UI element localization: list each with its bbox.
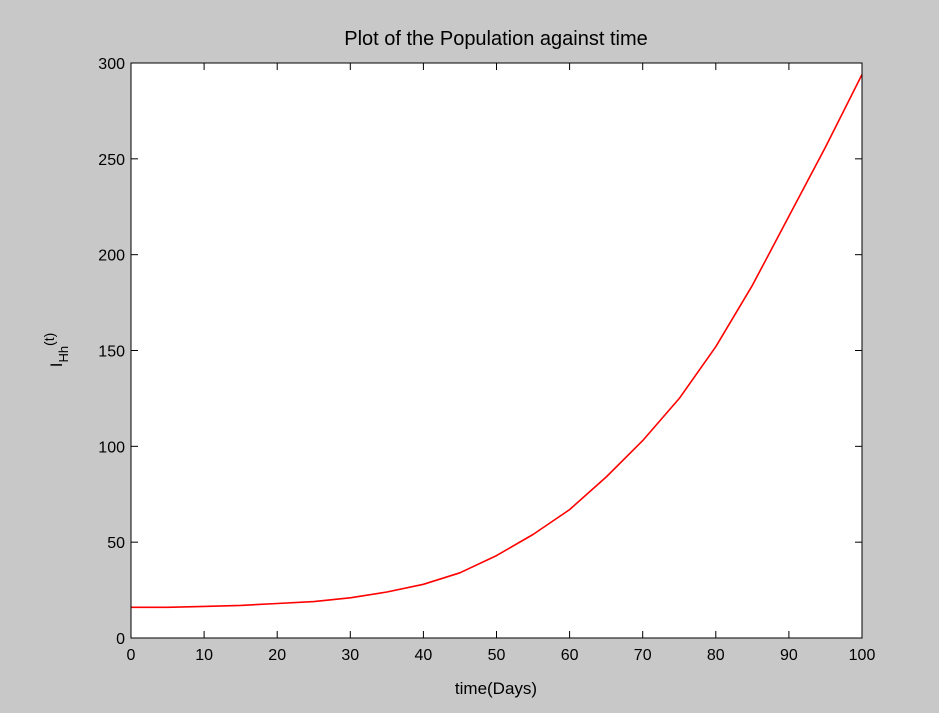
y-tick-label: 300 <box>98 56 125 73</box>
x-tick-label: 10 <box>195 647 213 664</box>
plot-area <box>131 63 862 638</box>
ticks-layer: 0 10 20 30 40 50 60 70 80 90 100 0 50 100 150 200 250 300 <box>98 56 875 664</box>
y-axis-label-suffix: (t) <box>41 333 57 346</box>
x-tick-label: 70 <box>634 647 652 664</box>
x-tick-label: 90 <box>780 647 798 664</box>
x-tick-label: 20 <box>268 647 286 664</box>
svg-text:IHh(t): IHh(t) <box>41 333 71 368</box>
x-tick-label: 80 <box>707 647 725 664</box>
y-tick-label: 150 <box>98 344 125 361</box>
x-tick-label: 0 <box>127 647 136 664</box>
series-layer <box>131 74 863 609</box>
x-axis-label: time(Days) <box>455 679 537 698</box>
plot-frame <box>130 62 863 639</box>
series-line-0 <box>131 74 863 609</box>
x-tick-label: 60 <box>561 647 579 664</box>
y-tick-label: 100 <box>98 439 125 456</box>
x-tick-label: 40 <box>415 647 433 664</box>
y-tick-label: 250 <box>98 152 125 169</box>
x-tick-label: 100 <box>849 647 876 664</box>
y-tick-label: 0 <box>116 631 125 648</box>
x-tick-label: 30 <box>341 647 359 664</box>
y-axis-label-base: I <box>47 363 66 368</box>
chart-title: Plot of the Population against time <box>344 28 648 50</box>
y-axis-label-subscript: Hh <box>56 346 71 363</box>
y-tick-label: 50 <box>107 535 125 552</box>
y-tick-label: 200 <box>98 248 125 265</box>
x-tick-label: 50 <box>488 647 506 664</box>
y-axis-label: IHh(t) <box>41 333 71 368</box>
